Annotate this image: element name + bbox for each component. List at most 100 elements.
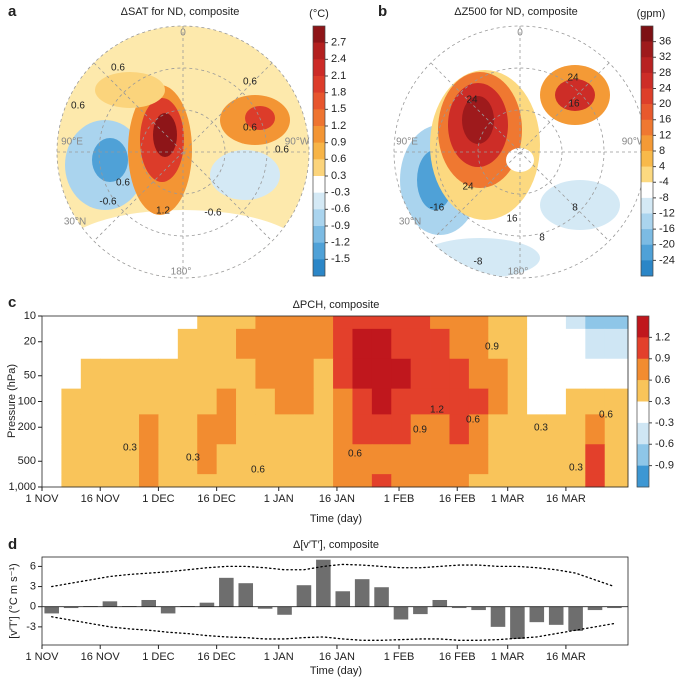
y-tick-label: 500 [18, 455, 36, 467]
heat-cell [177, 388, 198, 415]
chart-title: ΔZ500 for ND, composite [454, 6, 578, 18]
panel-label: d [8, 536, 17, 553]
contour-label: 0.6 [275, 145, 289, 156]
colorbar-tick-label: 1.8 [331, 87, 346, 99]
heat-cell [158, 474, 179, 488]
heat-cell [177, 328, 198, 360]
heat-cell [100, 474, 121, 488]
contour-label: 8 [572, 203, 578, 214]
bar [607, 606, 622, 609]
colorbar-box [641, 26, 653, 42]
colorbar-box [313, 26, 325, 43]
colorbar-tick-label: -0.9 [655, 460, 674, 472]
contour-label: 1.2 [156, 206, 170, 217]
colorbar-unit: (gpm) [637, 8, 666, 20]
heat-cell [177, 358, 198, 390]
heat-cell [449, 474, 470, 488]
bar [141, 599, 156, 607]
bar [587, 606, 603, 611]
heat-cell [449, 328, 470, 360]
contour-label: 24 [462, 182, 474, 193]
heat-cell [294, 328, 315, 360]
geo-label: 180° [508, 267, 529, 278]
map-a-grid [56, 25, 310, 279]
heat-cell [255, 316, 276, 330]
heat-cell [585, 328, 606, 360]
x-tick-label: 1 NOV [25, 493, 59, 505]
bar [568, 606, 583, 631]
bar [529, 606, 545, 623]
colorbar-box [313, 142, 325, 160]
heat-cell [100, 444, 121, 475]
contour-label: 1.2 [430, 405, 444, 416]
heat-cell [274, 414, 295, 445]
x-tick-label: 1 MAR [491, 493, 525, 505]
heat-cell [119, 444, 140, 475]
heat-cell [449, 444, 470, 475]
colorbar-tick-label: -20 [659, 239, 675, 251]
contour-label: 0.3 [569, 463, 583, 474]
heat-cell [371, 358, 392, 390]
heat-cell [216, 316, 237, 330]
heat-cell [391, 316, 412, 330]
colorbar-box [641, 104, 653, 121]
colorbar-tick-label: -12 [659, 207, 675, 219]
geo-label: 30°N [64, 217, 86, 228]
x-tick-label: 16 FEB [439, 493, 476, 505]
heat-cell [80, 388, 101, 415]
colorbar-box [641, 41, 653, 58]
heat-cell [274, 474, 295, 488]
colorbar-tick-label: 24 [659, 82, 671, 94]
heat-cell [430, 328, 450, 360]
heat-cell [139, 328, 159, 360]
heat-cell [410, 358, 431, 390]
heat-cell [488, 316, 509, 330]
geo-label: 0 [517, 28, 523, 39]
heat-cell [371, 414, 392, 445]
bar [296, 585, 312, 607]
heat-cell [333, 358, 353, 390]
colorbar-tick-label: 2.7 [331, 37, 346, 49]
heat-cell [100, 414, 121, 445]
heat-cell [197, 388, 218, 415]
heat-cell [391, 414, 412, 445]
x-tick-label: 1 JAN [264, 493, 294, 505]
heat-cell [236, 316, 256, 330]
heat-cell [527, 414, 547, 445]
heat-cell [177, 414, 198, 445]
heat-cell [391, 474, 412, 488]
heat-cell [468, 414, 489, 445]
heat-cell [604, 328, 629, 360]
y-tick-label: 50 [24, 370, 36, 382]
colorbar-box [313, 109, 325, 127]
colorbar-tick-label: 0.9 [331, 137, 346, 149]
heat-cell [352, 414, 373, 445]
colorbar-box [641, 88, 653, 105]
panel-label: b [378, 3, 387, 20]
heat-cell [546, 414, 567, 445]
heat-cell [585, 414, 606, 445]
heat-cell [255, 444, 276, 475]
heat-cell [100, 316, 121, 330]
heat-cell [294, 316, 315, 330]
heat-cell [177, 316, 198, 330]
heat-cell [410, 474, 431, 488]
contour-label: 0.6 [116, 178, 130, 189]
contour-label: 0.6 [599, 410, 613, 421]
heat-cell [430, 316, 450, 330]
heat-cell [216, 388, 237, 415]
heat-cell [507, 444, 528, 475]
heat-cell [585, 316, 606, 330]
heat-cell [119, 474, 140, 488]
heat-cell [80, 316, 101, 330]
colorbar-box [313, 42, 325, 60]
heat-cell [430, 388, 450, 415]
heat-cell [61, 358, 82, 390]
colorbar-tick-label: 0.6 [655, 374, 670, 386]
geo-label: 90°W [285, 137, 310, 148]
heat-cell [488, 444, 509, 475]
contour-label: 0.9 [485, 342, 499, 353]
heat-cell [565, 388, 586, 415]
colorbar-tick-label: -0.9 [331, 220, 350, 232]
bar [432, 599, 448, 607]
